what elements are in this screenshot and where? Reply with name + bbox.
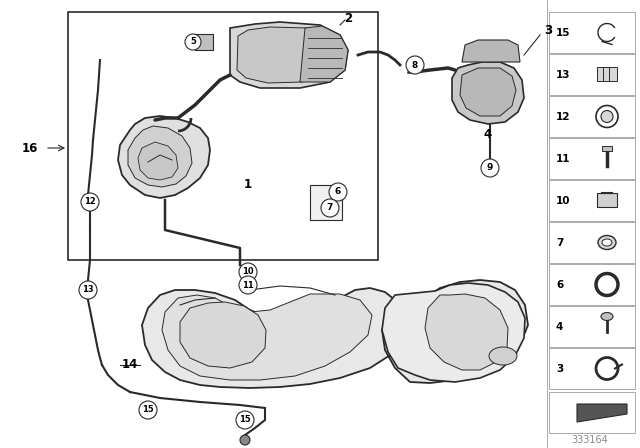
Circle shape [329, 183, 347, 201]
Bar [549, 348, 635, 389]
Polygon shape [452, 62, 524, 124]
Ellipse shape [598, 236, 616, 250]
Polygon shape [142, 280, 528, 388]
Text: 15: 15 [142, 405, 154, 414]
Bar [68, 12, 378, 260]
Text: 6: 6 [556, 280, 563, 289]
Polygon shape [138, 142, 178, 180]
Circle shape [185, 34, 201, 50]
Polygon shape [230, 22, 348, 88]
Circle shape [236, 411, 254, 429]
Ellipse shape [602, 239, 612, 246]
Text: 3: 3 [544, 23, 552, 36]
Text: 333164: 333164 [572, 435, 609, 445]
Bar [609, 68, 617, 82]
Ellipse shape [601, 313, 613, 320]
Polygon shape [310, 185, 342, 220]
Text: 7: 7 [327, 203, 333, 212]
Text: 3: 3 [556, 363, 563, 374]
Circle shape [79, 281, 97, 299]
Bar [597, 68, 605, 82]
Text: 4: 4 [556, 322, 563, 332]
Text: 6: 6 [335, 188, 341, 197]
Circle shape [240, 435, 250, 445]
Circle shape [239, 276, 257, 294]
Polygon shape [425, 294, 508, 370]
Text: 9: 9 [487, 164, 493, 172]
Bar [549, 180, 635, 221]
Bar [549, 222, 635, 263]
Text: 7: 7 [556, 237, 563, 247]
Bar [549, 392, 635, 433]
Bar [549, 138, 635, 179]
Text: 10: 10 [556, 195, 570, 206]
Text: 8: 8 [412, 60, 418, 69]
Text: 12: 12 [556, 112, 570, 121]
Text: 16: 16 [22, 142, 38, 155]
Bar [549, 12, 635, 53]
Bar [549, 264, 635, 305]
Polygon shape [462, 40, 520, 62]
Polygon shape [577, 404, 627, 422]
Text: 15: 15 [239, 415, 251, 425]
Circle shape [406, 56, 424, 74]
Text: 10: 10 [242, 267, 254, 276]
Polygon shape [300, 26, 348, 82]
Text: 12: 12 [84, 198, 96, 207]
Polygon shape [118, 116, 210, 198]
Bar [603, 68, 611, 82]
Bar [549, 54, 635, 95]
Text: 11: 11 [556, 154, 570, 164]
Circle shape [321, 199, 339, 217]
Polygon shape [162, 294, 372, 380]
Polygon shape [382, 283, 525, 382]
Text: 2: 2 [344, 12, 352, 25]
Text: 4: 4 [484, 129, 492, 142]
Text: 15: 15 [556, 27, 570, 38]
Text: 1: 1 [244, 178, 252, 191]
Polygon shape [237, 27, 340, 83]
Polygon shape [460, 68, 516, 116]
Text: 13: 13 [556, 69, 570, 79]
Bar [597, 194, 617, 207]
Circle shape [139, 401, 157, 419]
Circle shape [481, 159, 499, 177]
Polygon shape [128, 126, 192, 187]
Text: 13: 13 [82, 285, 94, 294]
Circle shape [601, 111, 613, 122]
Bar [549, 96, 635, 137]
Circle shape [239, 263, 257, 281]
Polygon shape [195, 34, 213, 50]
Text: 5: 5 [190, 38, 196, 47]
Bar [549, 306, 635, 347]
Polygon shape [180, 302, 266, 368]
Text: 14: 14 [122, 358, 138, 371]
Bar [602, 146, 612, 151]
Circle shape [81, 193, 99, 211]
Text: 11: 11 [242, 280, 254, 289]
Ellipse shape [489, 347, 517, 365]
